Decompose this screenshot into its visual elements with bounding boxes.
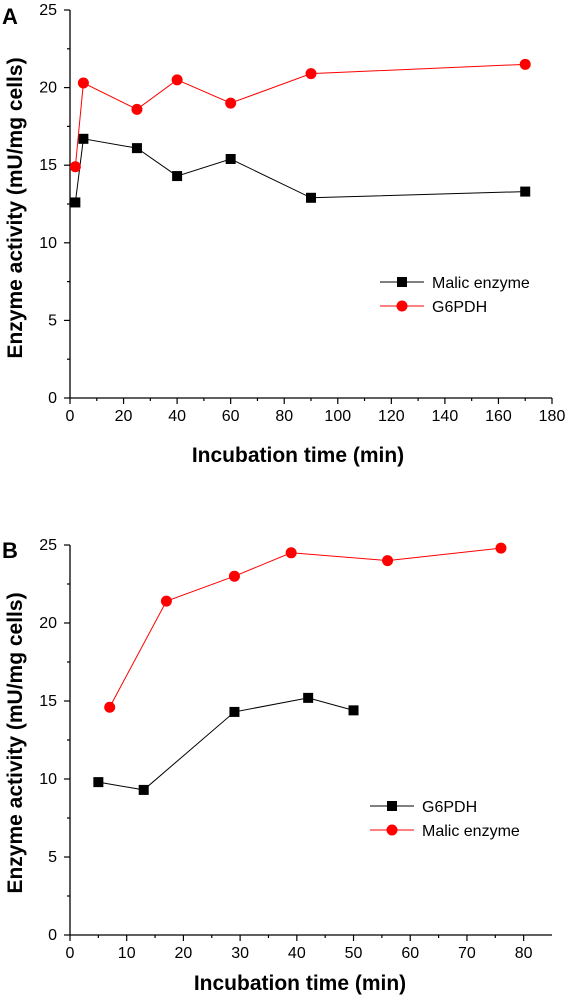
panel-a-malic-enzyme-point bbox=[172, 171, 183, 182]
panel-b-y-tick-label: 0 bbox=[48, 927, 57, 944]
panel-b-y-tick-label: 25 bbox=[39, 537, 57, 554]
panel-a-x-tick-label: 40 bbox=[168, 408, 186, 425]
panel-a-g6pdh-point bbox=[131, 103, 143, 115]
panel-a-legend-malic-enzyme-label: Malic enzyme bbox=[432, 275, 530, 292]
panel-a-x-tick-label: 60 bbox=[222, 408, 240, 425]
panel-a-malic-enzyme-point bbox=[225, 153, 236, 164]
panel-b-x-axis-title: Incubation time (min) bbox=[194, 972, 406, 995]
panel-a-y-tick-label: 25 bbox=[39, 2, 57, 19]
panel-a-y-axis-title: Enzyme activity (mU/mg cells) bbox=[4, 57, 27, 358]
panel-b-y-tick-label: 5 bbox=[48, 849, 57, 866]
panel-a-y-tick-label: 10 bbox=[39, 235, 57, 252]
panel-b-y-tick-label: 10 bbox=[39, 771, 57, 788]
panel-a-x-tick-label: 0 bbox=[66, 408, 75, 425]
panel-b-g6pdh-point bbox=[93, 777, 104, 788]
panel-b-ticks: 0 10 20 30 40 50 60 70 80 0 5 10 15 20 25 bbox=[39, 537, 532, 962]
panel-b-g6pdh-point bbox=[303, 692, 314, 703]
panel-a-x-tick-label: 160 bbox=[485, 408, 512, 425]
panel-b-series bbox=[93, 542, 507, 795]
panel-b-x-tick-label: 0 bbox=[66, 945, 75, 962]
panel-b-malic-enzyme-point bbox=[382, 555, 394, 567]
panel-a-x-tick-label: 80 bbox=[275, 408, 293, 425]
panel-a-x-tick-label: 100 bbox=[324, 408, 351, 425]
panel-a-y-tick-label: 20 bbox=[39, 80, 57, 97]
panel-a-malic-enzyme-point bbox=[520, 186, 531, 197]
panel-b-malic-enzyme-point bbox=[160, 595, 172, 607]
panel-a-ticks: 0 20 40 60 80 100 120 140 160 180 0 5 10 15 20 25 bbox=[39, 2, 565, 425]
panel-b-malic-enzyme-point bbox=[228, 570, 240, 582]
panel-a-legend-g6pdh-marker bbox=[396, 300, 408, 312]
panel-a-label: A bbox=[2, 4, 18, 29]
panel-b-g6pdh-point bbox=[348, 705, 359, 716]
panel-b-g6pdh-line bbox=[98, 697, 354, 791]
panel-a-legend-g6pdh-label: G6PDH bbox=[432, 299, 487, 316]
panel-b-legend-malic-enzyme-marker bbox=[386, 824, 398, 836]
panel-a-series bbox=[69, 58, 531, 208]
panel-a-x-tick-label: 120 bbox=[378, 408, 405, 425]
panel-a-g6pdh-point bbox=[305, 68, 317, 80]
panel-a-y-tick-label: 15 bbox=[39, 157, 57, 174]
panel-b-label: B bbox=[2, 538, 18, 563]
panel-a-legend: Malic enzyme G6PDH bbox=[380, 275, 530, 316]
chart-panel-a: A Enzyme activity (mU/mg cells) Incubati… bbox=[2, 2, 565, 467]
panel-b-x-tick-label: 40 bbox=[288, 945, 306, 962]
panel-b-x-tick-label: 10 bbox=[118, 945, 136, 962]
panel-b-axes bbox=[69, 545, 552, 936]
panel-b-x-tick-label: 60 bbox=[401, 945, 419, 962]
panel-b-y-tick-label: 15 bbox=[39, 693, 57, 710]
panel-a-malic-enzyme-point bbox=[78, 133, 89, 144]
panel-a-g6pdh-point bbox=[171, 74, 183, 86]
panel-a-legend-malic-enzyme-marker bbox=[397, 277, 407, 287]
panel-b-x-tick-label: 20 bbox=[175, 945, 193, 962]
panel-b-malic-enzyme-point bbox=[104, 701, 116, 713]
panel-a-x-axis-title: Incubation time (min) bbox=[192, 444, 404, 467]
panel-b-x-tick-label: 80 bbox=[515, 945, 533, 962]
panel-b-y-tick-label: 20 bbox=[39, 615, 57, 632]
panel-b-malic-enzyme-line bbox=[109, 547, 502, 708]
panel-a-x-tick-label: 180 bbox=[539, 408, 566, 425]
panel-a-g6pdh-point bbox=[225, 97, 237, 109]
panel-a-x-tick-label: 20 bbox=[115, 408, 133, 425]
panel-b-y-axis-title: Enzyme activity (mU/mg cells) bbox=[4, 592, 27, 893]
panel-a-malic-enzyme-point bbox=[70, 197, 81, 208]
panel-a-g6pdh-point bbox=[77, 77, 89, 89]
panel-a-y-tick-label: 0 bbox=[48, 390, 57, 407]
panel-b-g6pdh-point bbox=[138, 784, 149, 795]
chart-panel-b: B Enzyme activity (mU/mg cells) Incubati… bbox=[2, 537, 552, 995]
panel-a-g6pdh-point bbox=[69, 161, 81, 173]
panel-a-x-tick-label: 140 bbox=[432, 408, 459, 425]
panel-a-malic-enzyme-point bbox=[306, 192, 316, 203]
panel-a-g6pdh-point bbox=[519, 58, 531, 70]
panel-b-legend-g6pdh-marker bbox=[387, 801, 397, 811]
panel-b-legend: G6PDH Malic enzyme bbox=[370, 799, 520, 840]
panel-b-x-tick-label: 70 bbox=[458, 945, 476, 962]
panel-b-x-tick-label: 50 bbox=[345, 945, 363, 962]
panel-b-legend-g6pdh-label: G6PDH bbox=[422, 799, 477, 816]
panel-a-y-tick-label: 5 bbox=[48, 312, 57, 329]
panel-b-x-tick-label: 30 bbox=[231, 945, 249, 962]
panel-b-malic-enzyme-point bbox=[285, 547, 297, 559]
panel-a-g6pdh-line bbox=[74, 63, 526, 167]
panel-b-legend-malic-enzyme-label: Malic enzyme bbox=[422, 823, 520, 840]
panel-b-g6pdh-point bbox=[229, 706, 240, 717]
panel-a-malic-enzyme-point bbox=[131, 143, 142, 154]
panel-b-malic-enzyme-point bbox=[495, 542, 507, 554]
panel-a-malic-enzyme-line bbox=[74, 138, 526, 203]
